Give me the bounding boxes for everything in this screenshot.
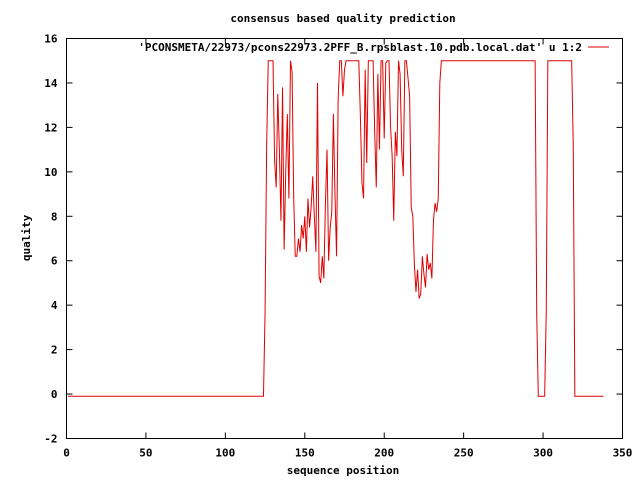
- y-axis-label: quality: [20, 214, 33, 261]
- series-line: [68, 60, 604, 397]
- y-tick-label: 4: [51, 299, 58, 312]
- y-tick-label: 12: [44, 121, 57, 134]
- series-layer: [68, 60, 604, 397]
- legend-label: 'PCONSMETA/22973/pcons22973.2PFF_B.rpsbl…: [138, 41, 582, 54]
- x-tick-label: 300: [533, 447, 553, 460]
- x-tick-label: 350: [613, 447, 633, 460]
- x-tick-label: 150: [295, 447, 315, 460]
- y-tick-label: 16: [44, 33, 58, 46]
- y-tick-label: 2: [51, 344, 58, 357]
- legend: 'PCONSMETA/22973/pcons22973.2PFF_B.rpsbl…: [138, 41, 609, 54]
- y-axis: -2 0 2 4 6 8 10 12 14 16: [44, 33, 623, 446]
- x-axis: 0 50 100 150 200 250 300 350: [63, 38, 633, 460]
- plot-frame: [66, 38, 623, 439]
- x-tick-label: 200: [374, 447, 394, 460]
- x-tick-label: 50: [139, 447, 152, 460]
- x-tick-label: 100: [215, 447, 235, 460]
- y-tick-label: 6: [51, 255, 58, 268]
- x-tick-label: 0: [63, 447, 70, 460]
- y-tick-label: 10: [44, 166, 57, 179]
- chart-title: consensus based quality prediction: [230, 12, 455, 25]
- y-tick-label: 0: [51, 388, 58, 401]
- y-tick-label: 8: [51, 210, 58, 223]
- y-tick-label: -2: [44, 433, 57, 446]
- x-tick-label: 250: [454, 447, 474, 460]
- x-axis-label: sequence position: [287, 464, 400, 477]
- y-tick-label: 14: [44, 77, 58, 90]
